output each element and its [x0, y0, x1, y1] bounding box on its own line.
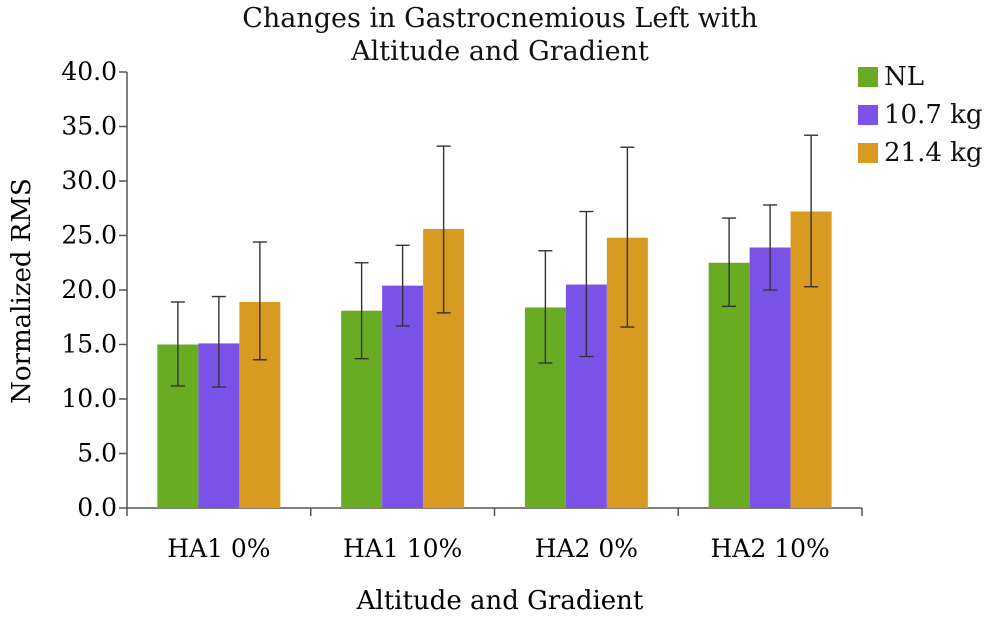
y-tick-label: 25.0 [61, 221, 117, 250]
legend: NL 10.7 kg 21.4 kg [858, 58, 983, 172]
y-tick-label: 35.0 [61, 112, 117, 141]
y-tick-label: 15.0 [61, 330, 117, 359]
legend-item-nl: NL [858, 58, 983, 96]
y-tick-label: 0.0 [77, 493, 117, 522]
y-tick-label: 10.0 [61, 384, 117, 413]
legend-item-21-4-kg: 21.4 kg [858, 134, 983, 172]
chart-title-line-2: Altitude and Gradient [351, 36, 649, 67]
x-tick-label: HA2 10% [710, 534, 829, 563]
x-axis-title: Altitude and Gradient [356, 586, 644, 616]
chart-title-line-1: Changes in Gastrocnemious Left with [242, 3, 758, 34]
x-tick-label: HA1 10% [343, 534, 462, 563]
y-tick-label: 20.0 [61, 275, 117, 304]
legend-label-nl: NL [884, 62, 925, 92]
y-tick-label: 40.0 [61, 57, 117, 86]
chart-title: Changes in Gastrocnemious Left with Alti… [200, 2, 800, 68]
legend-swatch-10-7-kg [858, 105, 878, 125]
x-tick-label: HA1 0% [167, 534, 270, 563]
bar [749, 247, 791, 509]
legend-item-10-7-kg: 10.7 kg [858, 96, 983, 134]
legend-label-21-4-kg: 21.4 kg [884, 138, 983, 168]
legend-swatch-nl [858, 67, 878, 87]
legend-swatch-21-4-kg [858, 143, 878, 163]
x-tick-label: HA2 0% [535, 534, 638, 563]
y-tick-label: 30.0 [61, 166, 117, 195]
legend-label-10-7-kg: 10.7 kg [884, 100, 983, 130]
y-axis-title: Normalized RMS [7, 178, 37, 404]
y-tick-label: 5.0 [77, 439, 117, 468]
